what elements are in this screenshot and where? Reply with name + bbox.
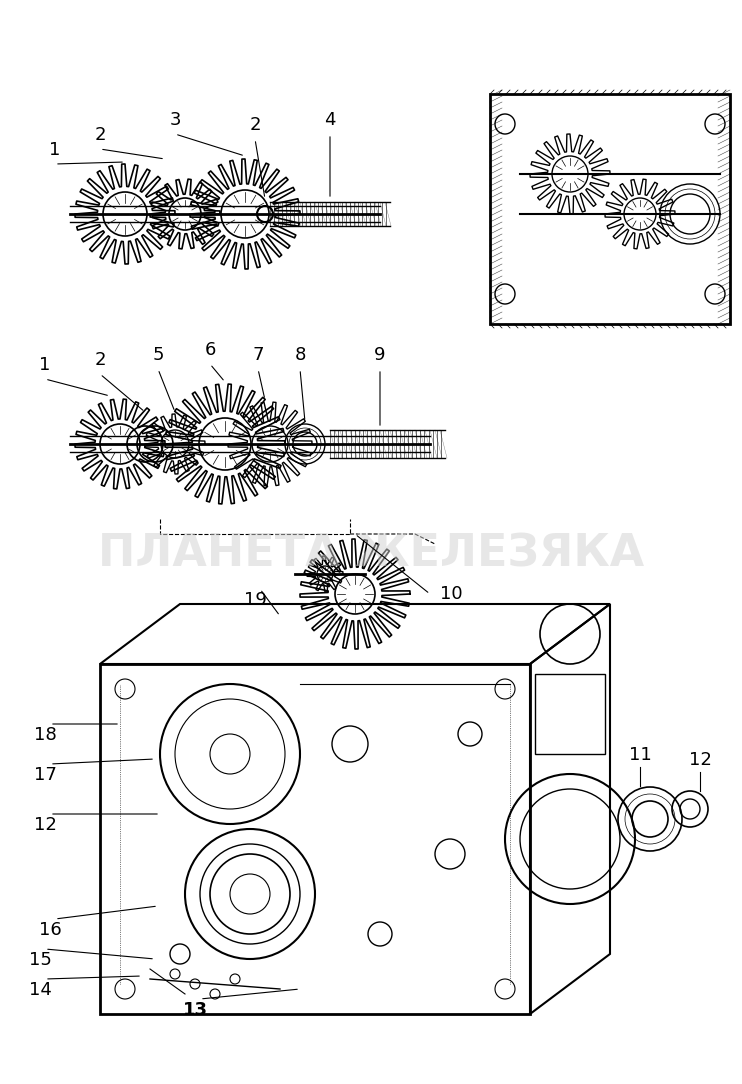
Text: 10: 10 — [440, 585, 462, 603]
Text: 1: 1 — [39, 356, 50, 374]
Bar — [535, 674, 605, 754]
Text: 11: 11 — [628, 746, 651, 764]
Text: 16: 16 — [39, 921, 62, 939]
Text: 13: 13 — [183, 1001, 208, 1019]
Text: 7: 7 — [252, 346, 263, 364]
Text: 2: 2 — [94, 126, 106, 144]
Text: 18: 18 — [33, 726, 56, 744]
Text: 15: 15 — [28, 951, 51, 969]
Text: 19: 19 — [243, 591, 266, 609]
Text: 12: 12 — [689, 751, 712, 769]
Text: 2: 2 — [94, 351, 106, 369]
Text: 2: 2 — [249, 116, 260, 134]
Text: 17: 17 — [33, 766, 56, 784]
Text: 12: 12 — [33, 816, 56, 834]
Text: 9: 9 — [374, 346, 386, 364]
Text: 5: 5 — [152, 346, 164, 364]
Text: 6: 6 — [204, 341, 216, 359]
Text: 8: 8 — [295, 346, 306, 364]
Text: 1: 1 — [49, 141, 61, 159]
Bar — [490, 94, 730, 324]
Text: 14: 14 — [28, 981, 51, 999]
Text: 4: 4 — [324, 111, 335, 129]
Text: ПЛАНЕТА ЖЕЛЕЗЯКА: ПЛАНЕТА ЖЕЛЕЗЯКА — [98, 532, 644, 576]
Text: 3: 3 — [169, 111, 181, 129]
Bar — [100, 664, 530, 1014]
